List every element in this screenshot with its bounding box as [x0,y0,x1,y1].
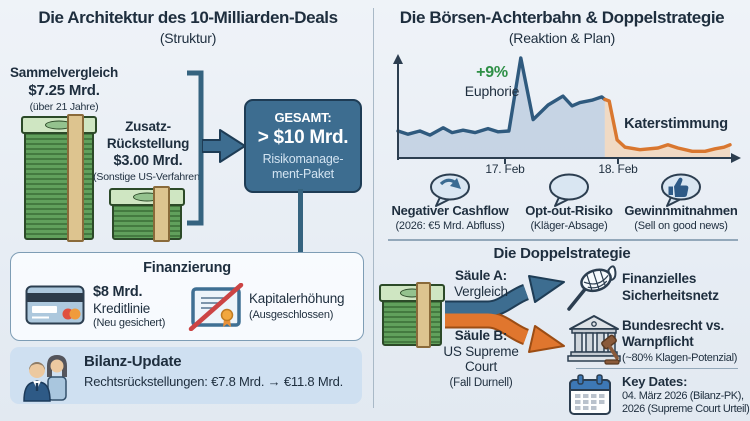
euphoria-annotation: Euphorie [464,83,520,99]
key-dates-title: Key Dates: [622,374,688,389]
balance-title: Bilanz-Update [84,353,182,370]
pillar-b-note: (Fall Durnell) [449,376,513,389]
pillar-a-label-line2: Vergleich [454,284,508,299]
x-tick-label-1: 17. Feb [485,162,525,176]
credit-value: $8 Mrd. [93,284,143,300]
grouping-bracket [187,70,204,226]
money-stack-icon [109,186,185,242]
pillar-a-arrow [445,285,529,316]
x-tick-label-2: 18. Feb [598,162,638,176]
total-package-box: GESAMT: > $10 Mrd. Risikomanage- ment-Pa… [244,99,362,193]
provision-title-line2: Rückstellung [106,136,190,151]
pillar-a-label-line1: Säule A: [455,268,507,283]
capital-note: (Ausgeschlossen) [249,309,334,321]
business-people-icon [23,355,67,402]
credit-note: (Neu gesichert) [93,317,166,329]
section-divider [388,239,738,241]
left-panel-title: Die Architektur des 10-Milliarden-Deals [38,8,338,27]
sum-arrow-icon [202,129,246,163]
factor-1-note: (2026: €5 Mrd. Abfluss) [395,220,505,232]
right-panel-title: Die Börsen-Achterbahn & Doppelstrategie [399,8,725,27]
settlement-note: (über 21 Jahre) [29,101,99,113]
factor-3-note: (Sell on good news) [634,220,728,232]
balance-update-box: Bilanz-Update Rechtsrückstellungen: €7.8… [10,347,362,404]
gain-annotation: +9% [476,64,508,81]
strategy-title: Die Doppelstrategie [493,245,631,262]
strategy-split-arrows [445,275,565,353]
settlement-value: $7.25 Mrd. [28,82,100,99]
pillar-b-label-line3: Court [464,359,497,374]
x-axis-arrowhead [731,153,741,163]
panel-divider [372,8,374,408]
factor-2-note: (Kläger-Absage) [530,220,608,232]
settlement-title: Sammelvergleich [9,65,119,80]
calendar-icon [569,374,611,415]
factor-1-title: Negativer Cashflow [391,203,509,218]
capital-label: Kapitalerhöhung [249,291,345,306]
pillar-b-arrow [445,313,529,344]
provision-title-line1: Zusatz- [125,119,171,134]
factor-3-title: Gewinnmitnahmen [624,203,738,218]
pillar-b-label-line1: Säule B: [454,328,508,343]
total-desc-line2: ment-Paket [272,167,334,181]
hangover-annotation: Katerstimmung [624,116,728,132]
key-dates-line2: 2026 (Supreme Court Urteil) [622,403,750,415]
total-desc-line1: Risikomanage- [262,152,344,166]
left-panel-subtitle: (Struktur) [159,30,217,46]
factor-2-title: Opt-out-Risiko [525,203,613,218]
crossed-certificate-icon [188,283,244,331]
pillar-b-label-line2: US Supreme [443,343,519,359]
provision-value: $3.00 Mrd. [113,153,183,169]
courthouse-gavel-icon [567,315,621,365]
y-axis-arrowhead [393,54,403,64]
pillar-b-target-line2: Warnpflicht [622,334,694,349]
pillar-b-target-note: (~80% Klagen-Potenzial) [622,352,738,364]
down-trend-arrow-bubble-icon [430,173,470,207]
credit-card-icon [25,285,85,325]
money-stack-icon [379,282,445,348]
credit-label: Kreditlinie [93,301,151,316]
stock-price-chart [393,54,741,164]
total-value: > $10 Mrd. [257,127,349,148]
thumbs-up-bubble-icon [661,173,701,207]
money-stack-icon [21,114,97,242]
balance-text: Rechtsrückstellungen: €7.8 Mrd. → €11.8 … [84,374,344,389]
safety-net-icon [567,265,617,311]
financing-box: Finanzierung $8 Mrd. Kreditlinie (Neu ge… [10,252,364,341]
empty-speech-bubble-icon [549,173,589,207]
key-dates-line1: 04. März 2026 (Bilanz-PK), [622,390,744,402]
provision-note: (Sonstige US-Verfahren) [93,171,203,183]
financing-title: Finanzierung [143,260,231,276]
total-label: GESAMT: [274,110,332,125]
connector-line [298,189,303,253]
pillar-a-target-line1: Finanzielles [622,271,697,286]
pillar-a-target-line2: Sicherheitsnetz [622,288,719,303]
right-panel-subtitle: (Reaktion & Plan) [508,30,616,46]
key-dates-divider [576,368,738,370]
pillar-b-target-line1: Bundesrecht vs. [622,318,725,333]
